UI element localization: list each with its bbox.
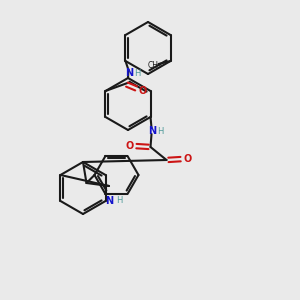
Text: O: O bbox=[183, 154, 192, 164]
Text: H: H bbox=[157, 127, 164, 136]
Text: H: H bbox=[116, 196, 122, 205]
Text: N: N bbox=[125, 68, 134, 78]
Text: O: O bbox=[125, 141, 134, 151]
Text: N: N bbox=[105, 196, 113, 206]
Text: CH₃: CH₃ bbox=[148, 61, 162, 70]
Text: H: H bbox=[134, 68, 141, 77]
Text: O: O bbox=[138, 86, 147, 96]
Text: N: N bbox=[148, 126, 157, 136]
